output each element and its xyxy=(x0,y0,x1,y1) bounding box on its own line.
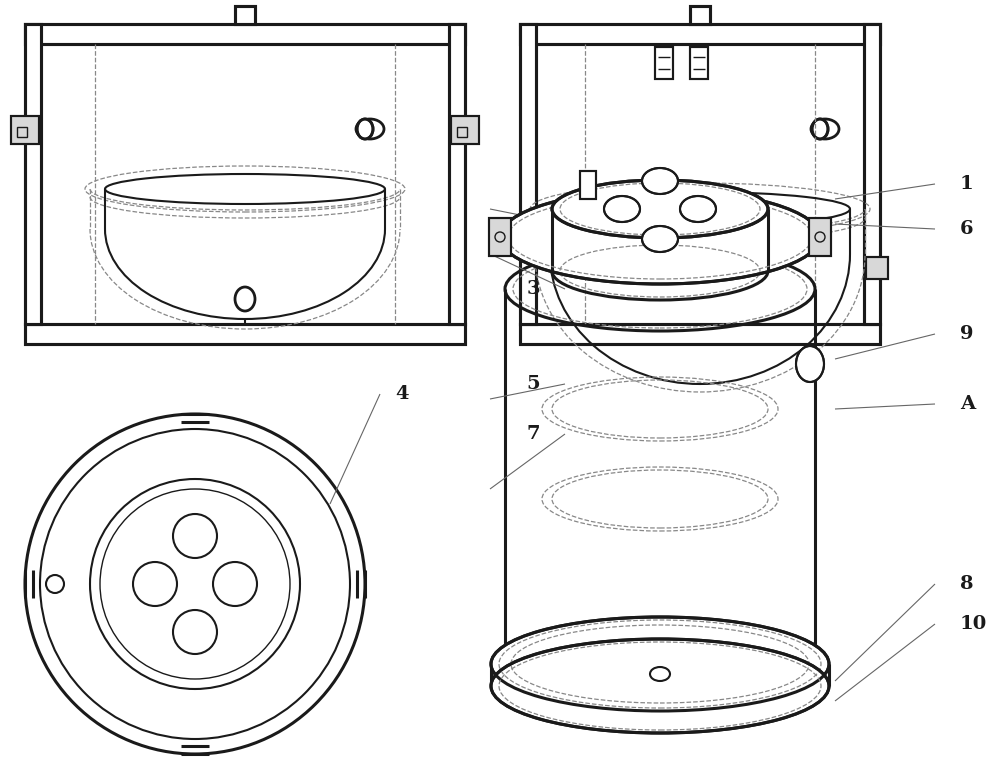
Ellipse shape xyxy=(604,196,640,222)
Bar xyxy=(451,116,479,144)
Bar xyxy=(25,324,465,344)
Bar xyxy=(655,47,673,79)
Bar xyxy=(235,6,255,24)
Bar xyxy=(580,171,596,199)
Bar xyxy=(809,218,831,256)
Bar xyxy=(449,24,465,324)
Bar xyxy=(449,24,465,324)
Bar xyxy=(25,24,41,324)
Text: 5: 5 xyxy=(526,375,540,393)
Ellipse shape xyxy=(642,168,678,194)
Bar xyxy=(17,127,27,137)
Bar xyxy=(489,218,511,256)
Text: 4: 4 xyxy=(395,385,409,403)
Bar xyxy=(25,24,41,324)
Bar xyxy=(864,24,880,324)
Bar xyxy=(457,127,467,137)
Bar xyxy=(690,47,708,79)
Bar xyxy=(520,24,536,324)
Text: 9: 9 xyxy=(960,325,974,343)
Bar xyxy=(866,257,888,279)
Bar xyxy=(451,116,479,144)
Ellipse shape xyxy=(357,119,373,139)
Bar xyxy=(690,6,710,24)
Text: 7: 7 xyxy=(526,425,540,443)
Bar xyxy=(520,24,536,324)
Bar xyxy=(809,218,831,256)
Text: 2: 2 xyxy=(526,215,540,233)
Bar xyxy=(489,218,511,256)
Ellipse shape xyxy=(796,346,824,382)
Bar xyxy=(25,324,465,344)
Bar xyxy=(520,324,880,344)
Text: 8: 8 xyxy=(960,575,974,593)
Bar xyxy=(580,171,596,199)
Ellipse shape xyxy=(491,639,829,733)
Bar xyxy=(690,47,708,79)
Bar xyxy=(25,24,465,44)
Bar xyxy=(866,257,888,279)
Bar xyxy=(235,6,255,24)
Text: 1: 1 xyxy=(960,175,974,193)
Ellipse shape xyxy=(491,617,829,711)
Bar xyxy=(655,47,673,79)
Bar xyxy=(25,24,465,44)
Bar xyxy=(11,116,39,144)
Text: 3: 3 xyxy=(526,280,540,298)
Bar xyxy=(520,24,880,44)
Ellipse shape xyxy=(812,119,828,139)
Bar xyxy=(690,6,710,24)
Ellipse shape xyxy=(552,180,768,238)
Bar xyxy=(520,324,880,344)
Bar xyxy=(864,24,880,324)
Text: 6: 6 xyxy=(960,220,974,238)
Ellipse shape xyxy=(500,190,820,284)
Bar xyxy=(520,24,880,44)
Ellipse shape xyxy=(642,226,678,252)
Text: A: A xyxy=(960,395,975,413)
Text: 10: 10 xyxy=(960,615,987,633)
Bar xyxy=(11,116,39,144)
Ellipse shape xyxy=(680,196,716,222)
